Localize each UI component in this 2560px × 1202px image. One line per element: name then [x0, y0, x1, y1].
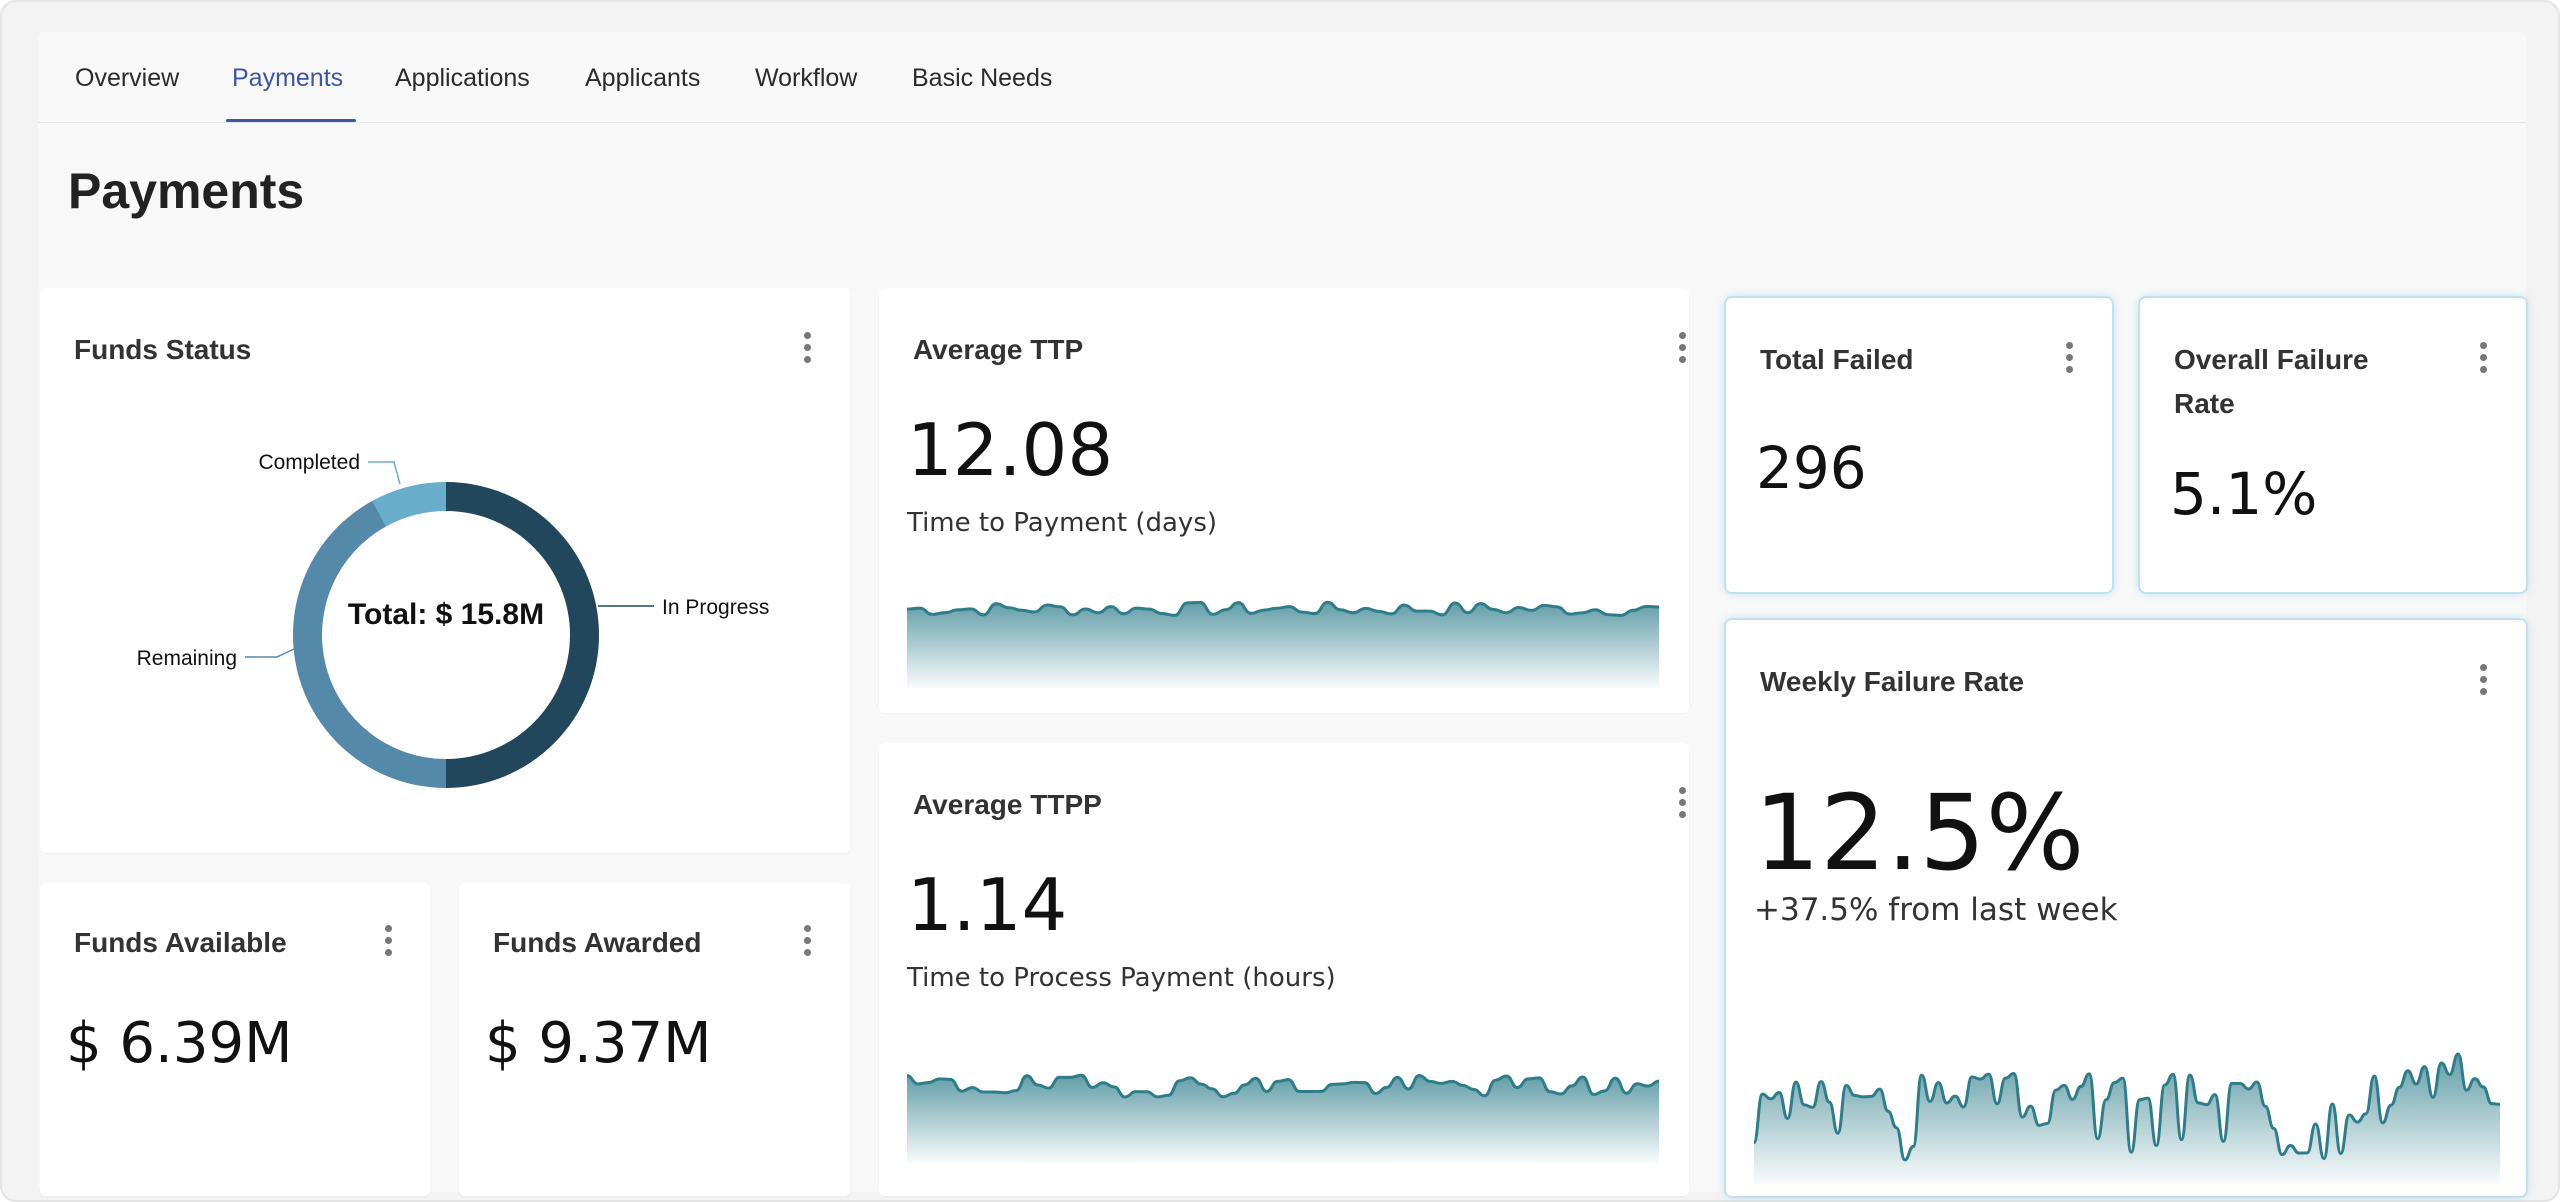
average-ttp-card: Average TTP 12.08 Time to Payment (days) — [879, 288, 1689, 713]
tab-bar: Overview Payments Applications Applicant… — [38, 32, 2526, 123]
funds-available-card: Funds Available $ 6.39M — [40, 883, 430, 1196]
ttpp-sparkline — [907, 1073, 1659, 1163]
card-title: Funds Awarded — [493, 927, 702, 958]
average-ttpp-card: Average TTPP 1.14 Time to Process Paymen… — [879, 743, 1689, 1196]
tab-basic-needs[interactable]: Basic Needs — [912, 64, 1053, 92]
funds-status-donut-chart: Total: $ 15.8M In Progress Remaining Com… — [137, 451, 769, 788]
sparkline-line — [907, 1073, 1659, 1099]
tab-applications[interactable]: Applications — [395, 64, 530, 92]
tab-applicants[interactable]: Applicants — [585, 64, 701, 92]
donut-slice-remaining — [293, 500, 446, 788]
leader-line-completed — [368, 461, 401, 485]
ttp-sparkline — [907, 600, 1659, 688]
tab-overview[interactable]: Overview — [75, 64, 180, 92]
donut-center-label: Total: $ 15.8M — [348, 598, 544, 631]
more-options-icon[interactable] — [802, 330, 812, 366]
weekly-failure-rate-value: 12.5% — [1754, 772, 2085, 894]
tab-payments[interactable]: Payments — [232, 64, 344, 92]
dashboard: Overview Payments Applications Applicant… — [38, 32, 2526, 1196]
more-options-icon[interactable] — [2478, 662, 2488, 698]
funds-status-card: Funds Status Total: $ 15.8M In Progress … — [40, 288, 850, 853]
tab-workflow[interactable]: Workflow — [755, 64, 858, 92]
active-tab-indicator — [226, 119, 356, 122]
ttpp-label: Time to Process Payment (hours) — [907, 963, 1336, 993]
more-options-icon[interactable] — [383, 923, 393, 959]
ttpp-value: 1.14 — [907, 863, 1068, 947]
sparkline-area — [907, 602, 1659, 688]
sparkline-line — [907, 600, 1659, 617]
more-options-icon[interactable] — [2478, 340, 2488, 376]
label-in-progress: In Progress — [662, 596, 769, 619]
card-title: Total Failed — [1760, 344, 1914, 375]
more-options-icon[interactable] — [2064, 340, 2074, 376]
ttp-label: Time to Payment (days) — [907, 508, 1218, 538]
total-failed-value: 296 — [1756, 434, 1867, 502]
page-title: Payments — [68, 163, 305, 219]
card-title: Overall Failure Rate — [2174, 344, 2369, 419]
overall-failure-rate-value: 5.1% — [2170, 460, 2318, 528]
sparkline-line — [1754, 1052, 2500, 1162]
weekly-failure-rate-card: Weekly Failure Rate 12.5% +37.5% from la… — [1726, 620, 2526, 1196]
label-remaining: Remaining — [137, 647, 237, 670]
weekly-failure-rate-delta: +37.5% from last week — [1754, 892, 2118, 928]
card-title: Weekly Failure Rate — [1760, 666, 2025, 697]
weekly-failure-sparkline — [1754, 1052, 2500, 1184]
card-title: Average TTPP — [913, 789, 1102, 820]
overall-failure-rate-card: Overall Failure Rate 5.1% — [2140, 298, 2526, 592]
leader-line-remaining — [245, 647, 297, 658]
card-title: Average TTP — [913, 334, 1084, 365]
sparkline-area — [907, 1075, 1659, 1163]
card-title: Funds Status — [74, 334, 252, 365]
funds-awarded-value: $ 9.37M — [485, 1011, 712, 1076]
more-options-icon[interactable] — [802, 923, 812, 959]
total-failed-card: Total Failed 296 — [1726, 298, 2112, 592]
more-options-icon[interactable] — [1677, 785, 1687, 821]
funds-available-value: $ 6.39M — [66, 1011, 293, 1076]
ttp-value: 12.08 — [907, 408, 1114, 492]
funds-awarded-card: Funds Awarded $ 9.37M — [459, 883, 850, 1196]
donut-slice-completed — [372, 482, 446, 527]
donut-slice-in-progress — [446, 482, 599, 788]
label-completed: Completed — [258, 451, 360, 474]
more-options-icon[interactable] — [1677, 330, 1687, 366]
card-title: Funds Available — [74, 927, 287, 958]
